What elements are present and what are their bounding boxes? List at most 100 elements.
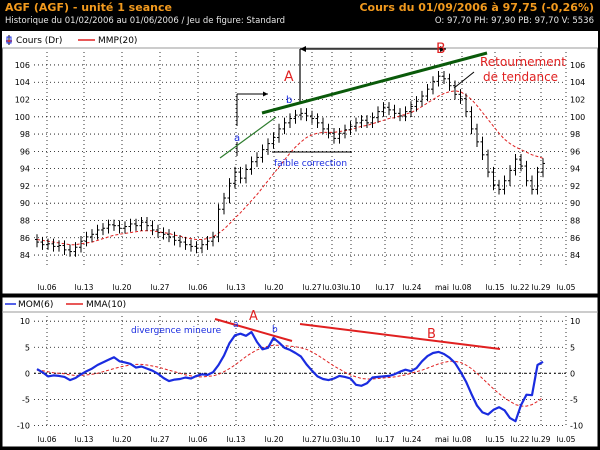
ohlc-bar	[90, 229, 94, 243]
y-tick-label: 104	[570, 78, 585, 87]
price-grid	[34, 52, 567, 268]
divergence-line-A	[214, 318, 293, 342]
x-tick-label: lu.06	[189, 283, 208, 292]
label-a-bottom: a	[233, 320, 239, 330]
x-tick-label: lu.24	[403, 435, 422, 444]
ohlc-bar	[541, 158, 545, 178]
x-tick-label: lu.27	[303, 283, 322, 292]
ohlc-bar	[288, 113, 292, 129]
y-tick-label: 92	[20, 182, 30, 191]
ohlc-bar	[332, 128, 336, 144]
price-legend-bar	[2, 31, 598, 48]
ohlc-bar	[172, 231, 177, 246]
price-panel: Cours (Dr) MMP(20) 84 84 86 86 88 88 90 90 92 92 9…	[1, 30, 599, 295]
x-tick-label: lu.24	[403, 283, 422, 292]
x-tick-label: lu.29	[532, 435, 551, 444]
y-tick-label: 100	[570, 113, 585, 122]
arrowhead-a	[263, 91, 268, 97]
momentum-panel: MOM(6) MMA(10) -10 -10-5 -50 05 510 10 lu.06 l…	[1, 296, 599, 448]
ohlc-bar	[458, 89, 463, 104]
y-tick-label: 0	[25, 369, 30, 378]
legend-mmp: MMP(20)	[98, 36, 137, 46]
ohlc-bar	[101, 223, 105, 236]
label-b-small: b	[286, 95, 292, 106]
ohlc-bar	[376, 106, 380, 123]
ohlc-bar	[535, 166, 540, 195]
y-tick-label: -5	[22, 395, 30, 404]
ohlc-bar	[271, 132, 276, 149]
x-tick-label: lu.27	[303, 435, 322, 444]
ohlc-bar	[282, 117, 287, 135]
momentum-x-axis: lu.06 lu.13 lu.20 lu.27 lu.06 lu.13 lu.20 lu.27…	[38, 435, 576, 444]
candlestick-icon	[6, 35, 12, 45]
x-tick-label: lu.05	[557, 283, 576, 292]
ohlc-bar	[403, 106, 408, 122]
ohlc-bar	[491, 166, 496, 191]
y-tick-label: 106	[570, 61, 585, 70]
ohlc-bar	[337, 128, 342, 144]
label-A: A	[284, 69, 294, 85]
ohlc-bar	[62, 240, 67, 256]
ohlc-bar	[442, 71, 446, 84]
price-x-axis: lu.06 lu.13 lu.20 lu.27 lu.06 lu.13 lu.20 lu.27…	[38, 283, 576, 292]
ohlc-bar	[392, 104, 397, 119]
ohlc-bar	[348, 121, 353, 135]
x-tick-label: lu.10	[342, 283, 361, 292]
reversal-line1: Retournement	[480, 55, 566, 69]
ohlc-bar	[260, 144, 265, 163]
weak-correction-label: faible correction	[274, 159, 347, 169]
y-tick-label: 86	[20, 234, 30, 243]
ohlc-bar	[139, 217, 144, 231]
x-tick-label: lu.06	[38, 435, 57, 444]
price-y-axis: 84 84 86 86 88 88 90 90 92 92 94 94 96 96 98 98 100 100 10…	[15, 61, 586, 260]
y-tick-label: 98	[20, 130, 30, 139]
ohlc-bar	[431, 76, 435, 95]
y-tick-label: 84	[570, 251, 580, 260]
x-tick-label: lu.10	[342, 435, 361, 444]
legend-cours: Cours (Dr)	[16, 36, 62, 46]
ohlc-bar	[343, 124, 347, 139]
ohlc-bar	[222, 192, 226, 215]
ohlc-bar	[244, 164, 248, 184]
ohlc-bar	[508, 165, 512, 186]
x-tick-label: mai	[435, 435, 449, 444]
price-annotations: a b A B Retournement de tendance faible …	[219, 41, 566, 169]
ohlc-bar	[370, 112, 375, 129]
ohlc-bar	[211, 231, 215, 247]
ohlc-bar	[524, 160, 529, 186]
ohlc-bar	[189, 239, 193, 252]
y-tick-label: -5	[570, 395, 578, 404]
ohlc-bar	[35, 234, 39, 248]
ohlc-bar	[255, 152, 259, 167]
ohlc-bar	[134, 218, 138, 231]
mmp-path	[36, 90, 544, 246]
x-tick-label: lu.22	[511, 283, 530, 292]
ohlc-readout: O: 97,70 PH: 97,90 PB: 97,70 V: 5536	[434, 16, 594, 26]
y-tick-label: 90	[570, 199, 580, 208]
ohlc-bar	[40, 236, 45, 250]
y-tick-label: 5	[570, 343, 575, 352]
ohlc-bar	[310, 110, 314, 124]
x-tick-label: mai	[435, 283, 449, 292]
x-tick-label: lu.13	[227, 283, 246, 292]
ohlc-bar	[299, 108, 303, 121]
x-tick-label: lu.13	[75, 283, 94, 292]
y-tick-label: 90	[20, 199, 30, 208]
ohlc-bar	[183, 236, 188, 250]
y-tick-label: 88	[20, 216, 30, 225]
y-tick-label: 96	[20, 147, 30, 156]
history-text: Historique du 01/02/2006 au 01/06/2006 /…	[5, 16, 286, 26]
ohlc-bar	[387, 102, 391, 116]
ohlc-bar	[238, 166, 243, 184]
x-tick-label: lu.15	[486, 283, 505, 292]
legend-mom: MOM(6)	[18, 300, 53, 310]
ohlc-bar	[266, 138, 270, 155]
ohlc-bar	[156, 224, 160, 238]
momentum-y-axis: -10 -10 -5 -5 0 0 5 5 10 10	[17, 317, 583, 430]
mmp-line	[36, 90, 544, 246]
ohlc-bar	[502, 175, 507, 195]
ohlc-bar	[51, 238, 56, 252]
ohlc-bar	[68, 244, 72, 257]
